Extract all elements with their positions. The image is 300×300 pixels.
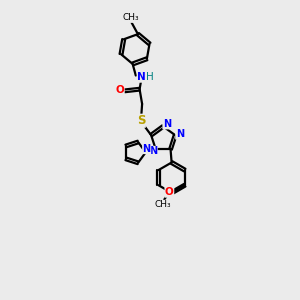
Text: N: N	[163, 119, 171, 129]
Text: N: N	[149, 146, 157, 156]
Text: N: N	[137, 72, 146, 82]
Text: CH₃: CH₃	[155, 200, 172, 209]
Text: O: O	[116, 85, 124, 95]
Text: S: S	[137, 114, 145, 127]
Text: N: N	[176, 129, 184, 139]
Text: CH₃: CH₃	[122, 14, 139, 22]
Text: N: N	[142, 144, 151, 154]
Text: O: O	[165, 187, 174, 197]
Text: H: H	[146, 72, 153, 82]
